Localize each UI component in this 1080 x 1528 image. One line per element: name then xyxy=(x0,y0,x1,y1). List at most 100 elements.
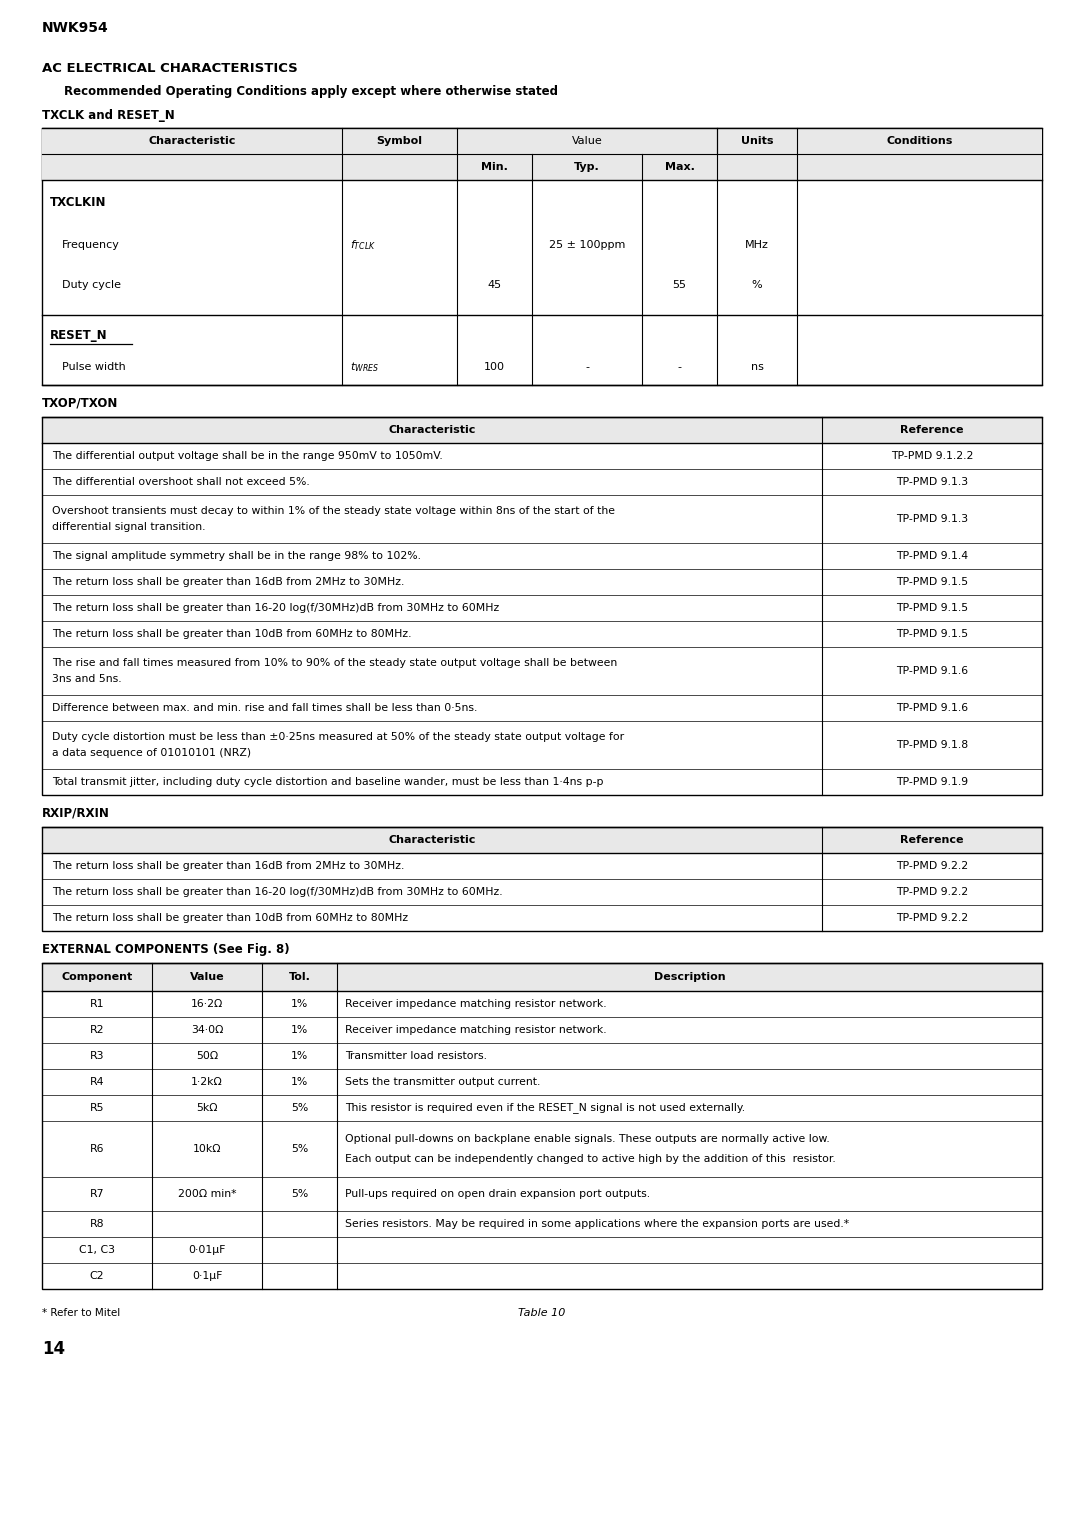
Bar xyxy=(42,853,1042,879)
Text: The return loss shall be greater than 10dB from 60MHz to 80MHz: The return loss shall be greater than 10… xyxy=(52,914,408,923)
Text: R2: R2 xyxy=(90,1025,105,1034)
Text: R1: R1 xyxy=(90,999,105,1008)
Text: Duty cycle: Duty cycle xyxy=(62,280,121,290)
Text: 3ns and 5ns.: 3ns and 5ns. xyxy=(52,674,122,685)
Bar xyxy=(42,992,1042,1018)
Bar xyxy=(42,1122,1042,1177)
Text: 16·2Ω: 16·2Ω xyxy=(191,999,224,1008)
Text: TXCLKIN: TXCLKIN xyxy=(50,196,107,208)
Text: 45: 45 xyxy=(487,280,501,290)
Text: 1%: 1% xyxy=(291,1077,308,1086)
Text: Value: Value xyxy=(190,972,225,983)
Bar xyxy=(42,963,1042,1290)
Text: The signal amplitude symmetry shall be in the range 98% to 102%.: The signal amplitude symmetry shall be i… xyxy=(52,552,421,561)
Text: %: % xyxy=(752,280,762,290)
Bar xyxy=(42,905,1042,931)
Text: ns: ns xyxy=(751,362,764,371)
Text: -: - xyxy=(677,362,681,371)
Text: Difference between max. and min. rise and fall times shall be less than 0·5ns.: Difference between max. and min. rise an… xyxy=(52,703,477,714)
Text: 14: 14 xyxy=(42,1340,65,1358)
Text: Component: Component xyxy=(62,972,133,983)
Text: a data sequence of 01010101 (NRZ): a data sequence of 01010101 (NRZ) xyxy=(52,749,252,758)
Text: Characteristic: Characteristic xyxy=(148,136,235,147)
Text: MHz: MHz xyxy=(745,240,769,251)
Bar xyxy=(42,1096,1042,1122)
Text: Series resistors. May be required in some applications where the expansion ports: Series resistors. May be required in som… xyxy=(345,1219,849,1229)
Text: Each output can be independently changed to active high by the addition of this : Each output can be independently changed… xyxy=(345,1154,836,1164)
Text: TP-PMD 9.1.2.2: TP-PMD 9.1.2.2 xyxy=(891,451,973,461)
Text: EXTERNAL COMPONENTS (See Fig. 8): EXTERNAL COMPONENTS (See Fig. 8) xyxy=(42,943,289,955)
Text: 0·1μF: 0·1μF xyxy=(192,1271,222,1280)
Text: 5%: 5% xyxy=(291,1144,308,1154)
Text: Tol.: Tol. xyxy=(288,972,310,983)
Bar xyxy=(42,1018,1042,1044)
Text: The differential overshoot shall not exceed 5%.: The differential overshoot shall not exc… xyxy=(52,477,310,487)
Bar xyxy=(42,443,1042,469)
Text: R3: R3 xyxy=(90,1051,105,1060)
Text: The rise and fall times measured from 10% to 90% of the steady state output volt: The rise and fall times measured from 10… xyxy=(52,659,618,668)
Text: Overshoot transients must decay to within 1% of the steady state voltage within : Overshoot transients must decay to withi… xyxy=(52,506,615,516)
Text: Receiver impedance matching resistor network.: Receiver impedance matching resistor net… xyxy=(345,999,607,1008)
Text: 5%: 5% xyxy=(291,1103,308,1112)
Text: 100: 100 xyxy=(484,362,505,371)
Text: 10kΩ: 10kΩ xyxy=(192,1144,221,1154)
Bar xyxy=(42,879,1042,905)
Bar xyxy=(42,1177,1042,1212)
Text: The return loss shall be greater than 16dB from 2MHz to 30MHz.: The return loss shall be greater than 16… xyxy=(52,578,404,587)
Bar xyxy=(42,495,1042,542)
Bar xyxy=(42,594,1042,620)
Text: Value: Value xyxy=(571,136,603,147)
Text: RXIP/RXIN: RXIP/RXIN xyxy=(42,807,110,819)
Bar xyxy=(42,963,1042,992)
Text: 0·01μF: 0·01μF xyxy=(188,1245,226,1254)
Text: 50Ω: 50Ω xyxy=(195,1051,218,1060)
Bar xyxy=(42,128,1042,154)
Text: 34·0Ω: 34·0Ω xyxy=(191,1025,224,1034)
Text: 1·2kΩ: 1·2kΩ xyxy=(191,1077,222,1086)
Text: 1%: 1% xyxy=(291,1025,308,1034)
Text: 5%: 5% xyxy=(291,1189,308,1199)
Text: Reference: Reference xyxy=(901,425,963,435)
Text: R7: R7 xyxy=(90,1189,105,1199)
Text: Symbol: Symbol xyxy=(377,136,422,147)
Bar xyxy=(42,827,1042,931)
Text: TP-PMD 9.1.5: TP-PMD 9.1.5 xyxy=(896,604,968,613)
Bar xyxy=(42,1070,1042,1096)
Text: 5kΩ: 5kΩ xyxy=(197,1103,218,1112)
Text: TP-PMD 9.1.4: TP-PMD 9.1.4 xyxy=(896,552,968,561)
Bar xyxy=(42,1044,1042,1070)
Bar xyxy=(42,721,1042,769)
Text: Receiver impedance matching resistor network.: Receiver impedance matching resistor net… xyxy=(345,1025,607,1034)
Bar xyxy=(42,154,1042,180)
Text: Frequency: Frequency xyxy=(62,240,120,251)
Text: differential signal transition.: differential signal transition. xyxy=(52,523,205,532)
Text: TP-PMD 9.2.2: TP-PMD 9.2.2 xyxy=(896,886,968,897)
Text: Units: Units xyxy=(741,136,773,147)
Bar xyxy=(42,769,1042,795)
Text: TP-PMD 9.1.3: TP-PMD 9.1.3 xyxy=(896,513,968,524)
Text: TXCLK and RESET_N: TXCLK and RESET_N xyxy=(42,110,175,122)
Text: This resistor is required even if the RESET_N signal is not used externally.: This resistor is required even if the RE… xyxy=(345,1103,745,1114)
Text: RESET_N: RESET_N xyxy=(50,329,108,341)
Bar xyxy=(42,417,1042,443)
Text: The return loss shall be greater than 16dB from 2MHz to 30MHz.: The return loss shall be greater than 16… xyxy=(52,860,404,871)
Text: NWK954: NWK954 xyxy=(42,21,109,35)
Text: AC ELECTRICAL CHARACTERISTICS: AC ELECTRICAL CHARACTERISTICS xyxy=(42,61,298,75)
Text: -: - xyxy=(585,362,589,371)
Text: Characteristic: Characteristic xyxy=(389,425,475,435)
Text: 25 ± 100ppm: 25 ± 100ppm xyxy=(549,240,625,251)
Text: Transmitter load resistors.: Transmitter load resistors. xyxy=(345,1051,487,1060)
Text: C2: C2 xyxy=(90,1271,105,1280)
Text: Table 10: Table 10 xyxy=(518,1308,566,1319)
Bar xyxy=(42,620,1042,646)
Text: R5: R5 xyxy=(90,1103,105,1112)
Text: * Refer to Mitel: * Refer to Mitel xyxy=(42,1308,120,1319)
Text: R4: R4 xyxy=(90,1077,105,1086)
Text: Min.: Min. xyxy=(481,162,508,173)
Text: C1, C3: C1, C3 xyxy=(79,1245,114,1254)
Text: 1%: 1% xyxy=(291,1051,308,1060)
Text: Typ.: Typ. xyxy=(575,162,599,173)
Text: Conditions: Conditions xyxy=(887,136,953,147)
Bar xyxy=(42,1212,1042,1238)
Bar xyxy=(42,695,1042,721)
